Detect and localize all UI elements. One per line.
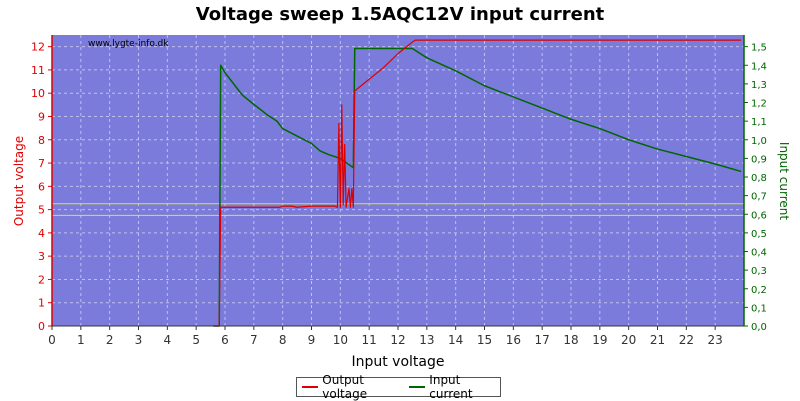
x-tick-label: 22 [679, 333, 694, 347]
grid [52, 35, 744, 326]
x-tick-label: 8 [279, 333, 287, 347]
y-left-tick-label: 0 [38, 320, 45, 333]
reference-lines [52, 203, 744, 216]
y-right-tick-label: 0,1 [751, 303, 767, 314]
x-tick-label: 10 [333, 333, 348, 347]
y-right-tick-label: 0,7 [751, 192, 767, 203]
y-left-tick-label: 9 [38, 110, 45, 123]
x-tick-label: 7 [250, 333, 258, 347]
y-left-tick-label: 6 [38, 180, 45, 193]
y-right-tick-label: 0,5 [751, 229, 767, 240]
y-axis-right-label: Input current [777, 142, 791, 220]
x-tick-label: 2 [106, 333, 114, 347]
y-right-tick-label: 1,5 [751, 43, 767, 54]
x-tick-label: 6 [221, 333, 229, 347]
x-tick-label: 13 [419, 333, 434, 347]
y-right-tick-label: 0,9 [751, 154, 767, 165]
y-left-tick-label: 10 [31, 87, 45, 100]
x-tick-label: 12 [390, 333, 405, 347]
y-left-tick-label: 4 [38, 227, 45, 240]
x-tick-label: 5 [192, 333, 200, 347]
y-right-tick-label: 0,2 [751, 285, 767, 296]
x-tick-label: 11 [362, 333, 377, 347]
x-tick-label: 3 [135, 333, 143, 347]
y-left-tick-label: 11 [31, 64, 45, 77]
x-tick-label: 0 [48, 333, 56, 347]
legend: Output voltage Input current [296, 373, 501, 401]
legend-label-output-voltage: Output voltage [322, 373, 368, 401]
x-tick-label: 17 [535, 333, 550, 347]
legend-swatch-output-voltage [302, 386, 319, 388]
y-left-tick-label: 3 [38, 250, 45, 263]
y-left-tick-label: 12 [31, 41, 45, 54]
tick-labels: 0 1 2 3 4 5 6 7 8 9 10 11 12 13 14 15 16 17 18 19 20 21 22 2301… [31, 41, 767, 347]
y-left-tick-label: 8 [38, 134, 45, 147]
y-right-tick-label: 1,3 [751, 80, 767, 91]
y-right-tick-label: 1,1 [751, 117, 767, 128]
y-left-tick-label: 5 [38, 204, 45, 217]
y-right-tick-label: 1,4 [751, 61, 767, 72]
x-tick-label: 16 [506, 333, 521, 347]
y-right-tick-label: 0,8 [751, 173, 767, 184]
x-axis-label: Input voltage [351, 354, 444, 370]
legend-item-input-current: Input current [409, 373, 500, 401]
legend-item-output-voltage: Output voltage [302, 373, 404, 401]
y-left-tick-label: 2 [38, 273, 45, 286]
y-right-tick-label: 0,3 [751, 266, 767, 277]
x-tick-label: 18 [563, 333, 578, 347]
y-right-tick-label: 1,2 [751, 99, 767, 110]
x-tick-label: 9 [308, 333, 316, 347]
x-tick-label: 23 [708, 333, 723, 347]
x-tick-label: 20 [621, 333, 636, 347]
chart-title: Voltage sweep 1.5AQC12V input current [195, 4, 605, 25]
y-axis-left-label: Output voltage [12, 136, 26, 226]
y-right-tick-label: 1,0 [751, 136, 767, 147]
series-layer [213, 39, 742, 327]
series-line-output-voltage [213, 39, 742, 327]
y-right-tick-label: 0,0 [751, 322, 767, 333]
watermark: www.lygte-info.dk [88, 39, 169, 49]
legend-swatch-input-current [409, 386, 426, 388]
x-tick-label: 21 [650, 333, 665, 347]
legend-label-input-current: Input current [429, 373, 473, 401]
series-line-input-current [213, 47, 742, 327]
x-tick-label: 15 [477, 333, 492, 347]
y-right-tick-label: 0,4 [751, 248, 767, 259]
y-left-tick-label: 1 [38, 297, 45, 310]
y-right-tick-label: 0,6 [751, 210, 767, 221]
x-tick-label: 19 [592, 333, 607, 347]
x-tick-label: 1 [77, 333, 85, 347]
y-left-tick-label: 7 [38, 157, 45, 170]
x-tick-label: 4 [164, 333, 172, 347]
x-tick-label: 14 [448, 333, 463, 347]
